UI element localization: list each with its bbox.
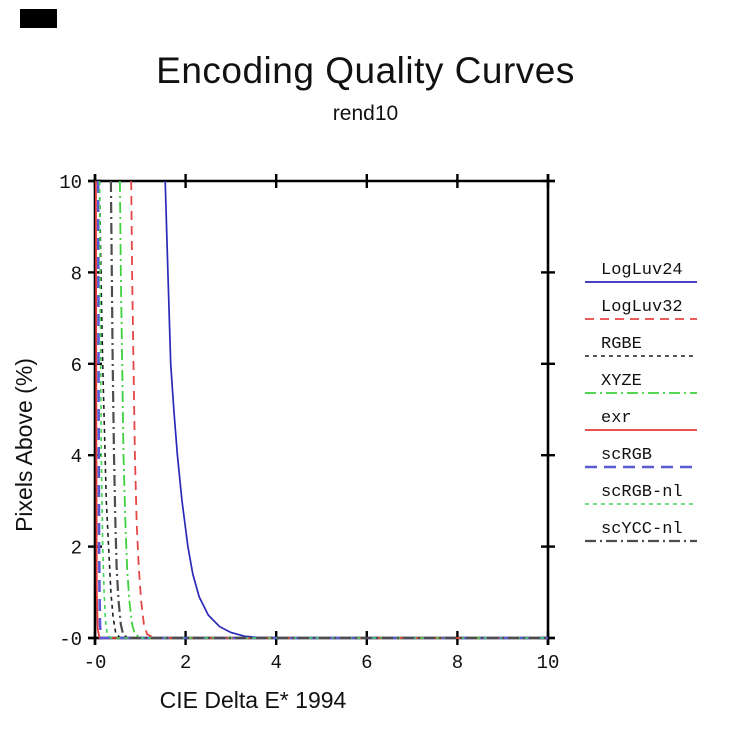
y-tick-label: 4: [71, 446, 82, 468]
legend-item-xyze: XYZE: [585, 363, 697, 400]
legend-label: scRGB-nl: [601, 483, 683, 502]
y-tick-label: -0: [59, 629, 82, 651]
chart-subtitle: rend10: [332, 102, 399, 125]
legend-line-exr: [585, 429, 697, 431]
legend-item-logluv32: LogLuv32: [585, 289, 697, 326]
curve-scrgb-nl: [98, 180, 548, 639]
x-tick-label: -0: [84, 652, 107, 674]
y-tick-label: 6: [71, 355, 82, 377]
x-tick-label: 8: [452, 652, 463, 674]
legend-line-logluv32: [585, 318, 697, 320]
legend-item-scrgb-nl: scRGB-nl: [585, 474, 697, 511]
x-tick-label: 2: [180, 652, 191, 674]
x-tick-label: 10: [537, 652, 560, 674]
y-axis-title: Pixels Above (%): [11, 358, 37, 532]
legend-line-scycc-nl: [585, 539, 697, 543]
curve-logluv24: [164, 180, 548, 639]
legend-label: XYZE: [601, 372, 642, 391]
chart-title: Encoding Quality Curves: [156, 50, 575, 91]
y-tick-label: 8: [71, 263, 82, 285]
curve-scycc-nl: [109, 180, 548, 640]
curve-logluv32: [130, 180, 548, 639]
curve-exr: [95, 180, 548, 639]
legend-label: LogLuv24: [601, 261, 683, 280]
x-tick-label: 4: [270, 652, 281, 674]
y-tick-label: 2: [71, 538, 82, 560]
legend-line-scrgb: [585, 465, 697, 469]
legend-item-logluv24: LogLuv24: [585, 252, 697, 289]
legend-item-rgbe: RGBE: [585, 326, 697, 363]
x-tick-label: 6: [361, 652, 372, 674]
curve-xyze: [119, 180, 548, 639]
x-axis-title: CIE Delta E* 1994: [160, 687, 347, 713]
curve-scrgb: [96, 180, 548, 640]
legend-line-logluv24: [585, 281, 697, 283]
legend-item-exr: exr: [585, 400, 697, 437]
legend-item-scycc-nl: scYCC-nl: [585, 511, 697, 548]
legend-item-scrgb: scRGB: [585, 437, 697, 474]
legend-label: RGBE: [601, 335, 642, 354]
legend-line-scrgb-nl: [585, 503, 697, 505]
legend-line-rgbe: [585, 355, 697, 357]
corner-mark: [20, 9, 57, 28]
legend-line-xyze: [585, 392, 697, 394]
legend-label: scRGB: [601, 446, 653, 465]
legend-label: scYCC-nl: [601, 520, 683, 539]
legend: LogLuv24 LogLuv32 RGBE XYZE exr scRGB scRGB-nl…: [585, 252, 697, 548]
y-tick-label: 10: [59, 172, 82, 194]
legend-label: LogLuv32: [601, 298, 683, 317]
legend-label: exr: [601, 409, 632, 428]
